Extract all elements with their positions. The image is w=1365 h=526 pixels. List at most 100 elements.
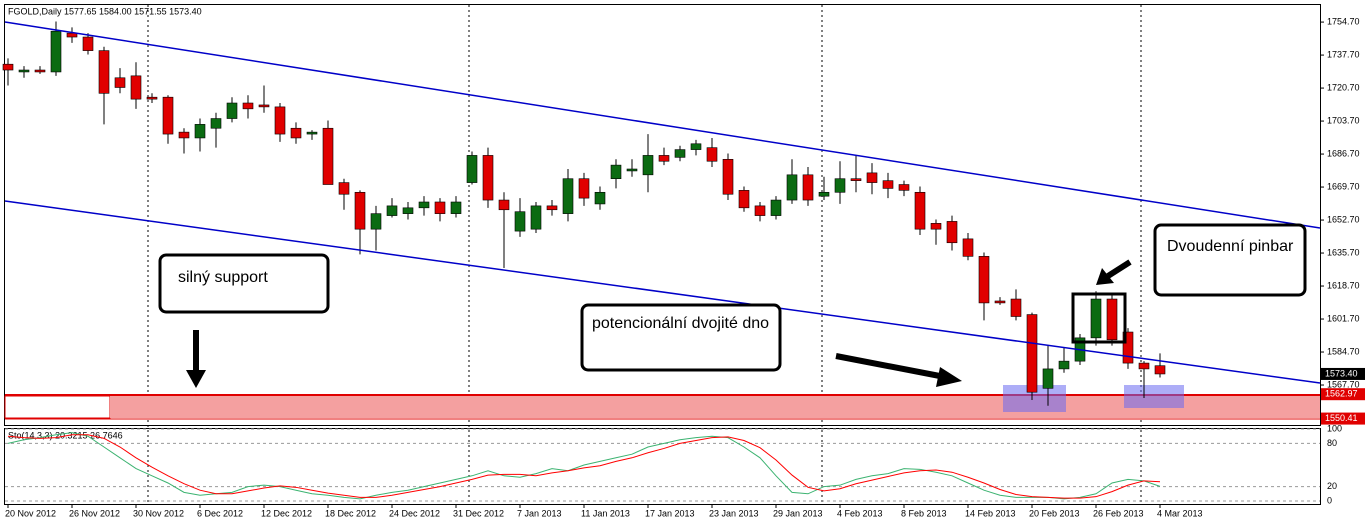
candle-body bbox=[1010, 298, 1022, 317]
annotation-wrap: Dvoudenní pinbar bbox=[1167, 238, 1294, 255]
x-tick-label: 7 Jan 2013 bbox=[517, 508, 562, 518]
candle-body bbox=[914, 191, 926, 230]
arrow-shaft bbox=[1106, 259, 1132, 279]
candle-body bbox=[306, 131, 318, 135]
x-tick-label: 20 Nov 2012 bbox=[5, 508, 56, 518]
y-tick-label: 1703.70 bbox=[1327, 115, 1360, 125]
candle-body bbox=[338, 182, 350, 195]
arrow-head bbox=[1096, 268, 1114, 285]
y-tick-label: 0 bbox=[1327, 495, 1332, 505]
x-tick-label: 20 Feb 2013 bbox=[1029, 508, 1080, 518]
x-tick-label: 11 Jan 2013 bbox=[581, 508, 630, 518]
y-tick-label: 1584.70 bbox=[1327, 346, 1360, 356]
candle-body bbox=[706, 147, 718, 162]
candle-body bbox=[898, 184, 910, 191]
candle-body bbox=[386, 205, 398, 216]
indicator-panel bbox=[4, 428, 1321, 505]
price-marker-label: 1562.97 bbox=[1325, 389, 1358, 399]
x-tick-label: 12 Dec 2012 bbox=[261, 508, 312, 518]
candle-body bbox=[434, 201, 446, 214]
candle-body bbox=[866, 172, 878, 183]
support-zone-left bbox=[4, 395, 111, 419]
candle-body bbox=[850, 178, 862, 181]
arrow-shaft bbox=[835, 353, 946, 380]
price-marker bbox=[1321, 388, 1365, 401]
x-tick-label: 14 Feb 2013 bbox=[965, 508, 1016, 518]
candle-body bbox=[146, 96, 158, 100]
candle-body bbox=[1106, 298, 1118, 341]
candle-body bbox=[402, 207, 414, 214]
candle-body bbox=[578, 178, 590, 199]
arrow-head bbox=[186, 370, 206, 388]
indicator-line bbox=[7, 432, 1161, 500]
candle-body bbox=[530, 205, 542, 230]
bottom-highlight bbox=[1124, 385, 1184, 408]
candle-body bbox=[754, 205, 766, 216]
candle-body bbox=[2, 63, 14, 71]
y-tick-label: 20 bbox=[1327, 481, 1337, 491]
period-separators bbox=[147, 5, 1142, 504]
candle-body bbox=[1122, 331, 1134, 364]
candle-body bbox=[834, 178, 846, 193]
indicator-title: Sto(14,3,3) 20.3215 26.7646 bbox=[8, 430, 123, 440]
candle-body bbox=[722, 158, 734, 195]
candle-body bbox=[514, 211, 526, 232]
candle-body bbox=[610, 164, 622, 180]
candle-body bbox=[354, 191, 366, 230]
candle-body bbox=[82, 36, 94, 51]
candle-body bbox=[418, 201, 430, 209]
y-tick-label: 1669.70 bbox=[1327, 181, 1360, 191]
candle-body bbox=[130, 75, 142, 100]
candle-body bbox=[770, 199, 782, 216]
x-tick-label: 24 Dec 2012 bbox=[389, 508, 440, 518]
price-marker bbox=[1321, 412, 1365, 425]
pinbar-box bbox=[1071, 292, 1127, 344]
candle-body bbox=[674, 149, 686, 158]
x-tick-label: 29 Jan 2013 bbox=[773, 508, 823, 518]
candle-body bbox=[322, 127, 334, 185]
candle-body bbox=[962, 238, 974, 257]
candle-body bbox=[498, 199, 510, 211]
candle-body bbox=[1154, 365, 1166, 375]
channel-lower bbox=[4, 200, 1321, 384]
x-tick-label: 4 Mar 2013 bbox=[1157, 508, 1203, 518]
candle-body bbox=[210, 118, 222, 129]
candle-body bbox=[930, 223, 942, 230]
candle-body bbox=[882, 180, 894, 189]
candle-body bbox=[1026, 314, 1038, 393]
arrow-head bbox=[936, 367, 962, 387]
candle-body bbox=[626, 168, 638, 172]
x-tick-label: 18 Dec 2012 bbox=[325, 508, 376, 518]
y-tick-label: 80 bbox=[1327, 438, 1337, 448]
candle-body bbox=[274, 106, 286, 135]
candles bbox=[2, 21, 1166, 406]
candle-body bbox=[658, 155, 670, 162]
annotation: Dvoudenní pinbar bbox=[1167, 238, 1294, 255]
candle-body bbox=[258, 104, 270, 108]
y-tick-label: 1567.70 bbox=[1327, 379, 1360, 389]
candle-body bbox=[50, 30, 62, 73]
candle-body bbox=[818, 191, 830, 197]
candle-body bbox=[946, 221, 958, 244]
candle-body bbox=[18, 69, 30, 73]
candle-body bbox=[34, 69, 46, 73]
candle-body bbox=[194, 124, 206, 139]
y-tick-label: 1601.70 bbox=[1327, 313, 1360, 323]
y-tick-label: 1635.70 bbox=[1327, 247, 1360, 257]
candle-body bbox=[1042, 368, 1054, 389]
x-tick-label: 31 Dec 2012 bbox=[453, 508, 504, 518]
candle-body bbox=[562, 178, 574, 214]
candle-body bbox=[690, 143, 702, 150]
indicator-line bbox=[7, 434, 1161, 499]
y-tick-label: 1686.70 bbox=[1327, 148, 1360, 158]
candle-body bbox=[98, 50, 110, 94]
candle-body bbox=[1058, 360, 1070, 370]
candle-body bbox=[450, 201, 462, 214]
x-tick-label: 26 Nov 2012 bbox=[69, 508, 120, 518]
candle-body bbox=[370, 213, 382, 230]
y-tick-label: 1754.70 bbox=[1327, 16, 1360, 26]
annotation: potencionální dvojité dno bbox=[592, 315, 770, 332]
candle-body bbox=[114, 77, 126, 88]
main-panel bbox=[4, 4, 1321, 426]
